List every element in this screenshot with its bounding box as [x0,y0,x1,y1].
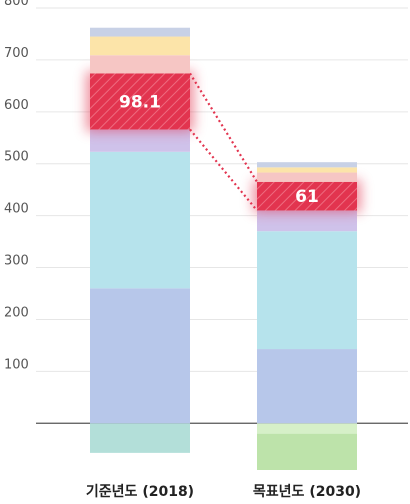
bar-segment [90,129,190,152]
bar-segment [257,231,357,350]
bar-segment [90,288,190,424]
connector-line-bottom [189,128,258,212]
connector-line-top [189,72,258,183]
y-tick-label: 800 [4,0,29,9]
bar-segment [257,162,357,168]
y-tick-label: 700 [4,46,29,61]
bar-segment [257,172,357,182]
y-tick-label: 300 [4,254,29,269]
y-tick-label: 400 [4,202,29,217]
category-label: 기준년도 (2018) [86,484,194,500]
bar-segment [257,167,357,173]
bar-segment [90,27,190,37]
connector-lines [189,72,258,212]
y-tick-label: 500 [4,150,29,165]
highlight-value-label: 61 [295,187,319,207]
labels: 100 200 300 400 500 600 700 800 기준년도 (2018) 목표년도 … [4,0,361,500]
category-label: 목표년도 (2030) [253,484,361,500]
bar-segment-highlight [257,181,357,211]
bar-segment [257,210,357,232]
bar-segment [257,349,357,424]
bar-segment [90,151,190,289]
highlight-value-label: 98.1 [119,92,161,112]
bar-segment [257,423,357,434]
y-tick-label: 200 [4,305,29,320]
bar-segment [90,423,190,453]
bars [86,27,361,470]
bar-segment [90,36,190,56]
bar-segment-highlight [90,73,190,130]
bar-segment [257,433,357,470]
bar-segment [90,55,190,74]
y-tick-label: 600 [4,98,29,113]
y-tick-label: 100 [4,357,29,372]
